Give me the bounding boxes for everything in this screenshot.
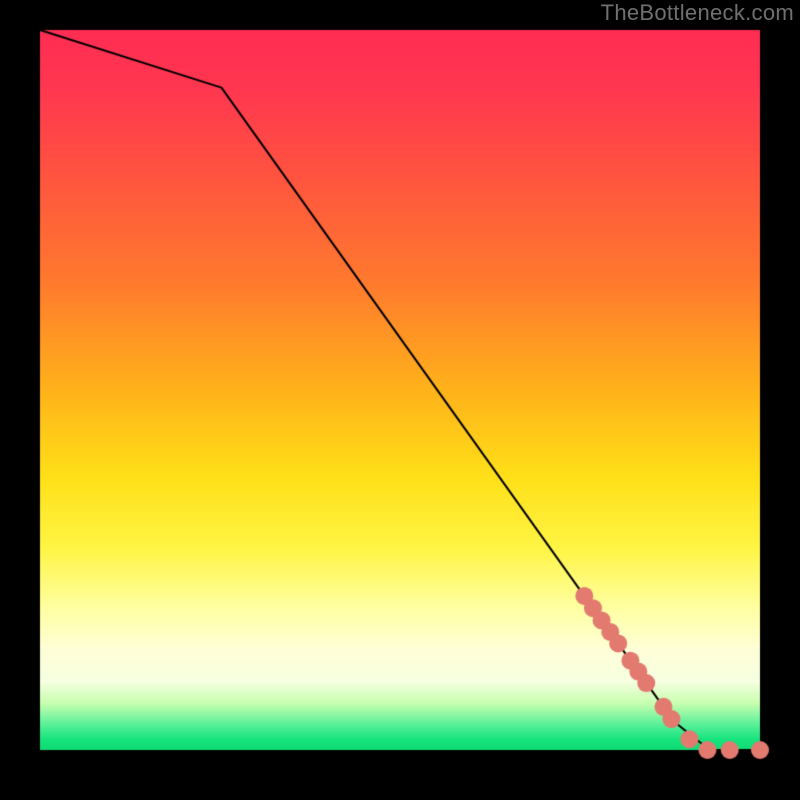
watermark-label: TheBottleneck.com [601, 0, 794, 26]
bottleneck-chart-canvas [0, 0, 800, 800]
figure-root: TheBottleneck.com [0, 0, 800, 800]
